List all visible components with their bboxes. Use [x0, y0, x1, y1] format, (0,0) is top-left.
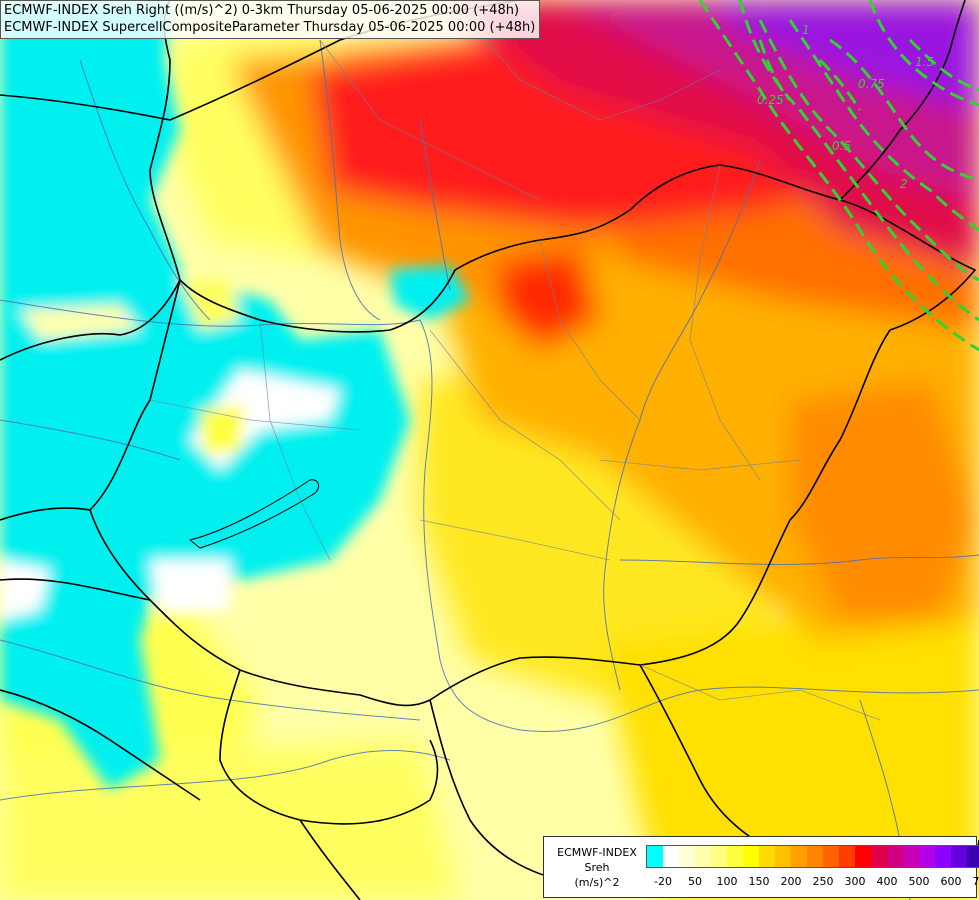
- legend-ticks: -20 50 100 150 200 250 300 400 500 600 700: [646, 875, 979, 889]
- legend-tick-label: 600: [940, 875, 962, 888]
- river-inn: [0, 419, 181, 461]
- lake-balaton: [188, 479, 319, 549]
- title-line-srh: ECMWF-INDEX Sreh Right ((m/s)^2) 0-3km T…: [4, 3, 520, 18]
- scp-contour-labels: 0.25 0.5 0.75 1 1.5 2: [757, 23, 934, 191]
- border-bosnia: [0, 689, 201, 801]
- scp-contour-label: 0.25: [757, 93, 784, 107]
- legend-swatch: [695, 846, 711, 867]
- border-slovenia: [0, 507, 91, 521]
- field-white-patch-3: [0, 560, 50, 620]
- river-maros: [619, 554, 979, 565]
- map-title-box: ECMWF-INDEX Sreh Right ((m/s)^2) 0-3km T…: [0, 0, 541, 39]
- field-cyan-west: [0, 0, 410, 790]
- legend-swatch: [855, 846, 871, 867]
- legend-model: ECMWF-INDEX: [557, 846, 637, 859]
- legend-swatch: [935, 846, 951, 867]
- river-morava: [79, 59, 211, 321]
- scp-contour-label: 0.75: [858, 77, 885, 91]
- field-red-blob: [495, 250, 600, 350]
- scp-contour-2: [868, 0, 979, 107]
- legend-tick-label: 700: [972, 875, 979, 888]
- river-vah: [319, 39, 381, 321]
- field-white-patch-2: [150, 560, 230, 615]
- river-sava: [0, 750, 451, 801]
- border-hungary: [89, 164, 976, 707]
- scp-contour-label: 0.5: [832, 139, 851, 153]
- legend-swatch: [775, 846, 791, 867]
- scp-contour-3: [908, 38, 979, 92]
- river-danube: [0, 299, 979, 733]
- legend-tick-label: 50: [688, 875, 702, 888]
- legend-param: Sreh: [584, 861, 610, 874]
- legend-tick-label: 100: [716, 875, 738, 888]
- legend-swatch: [887, 846, 903, 867]
- legend-tick-label: 300: [844, 875, 866, 888]
- srh-low-field: [0, 0, 470, 790]
- border-montenegro: [299, 819, 361, 900]
- title-line-scp: ECMWF-INDEX SupercellCompositeParameter …: [4, 20, 536, 35]
- legend-swatch: [807, 846, 823, 867]
- legend-label: ECMWF-INDEX Sreh (m/s)^2: [548, 845, 646, 890]
- legend-swatch: [919, 846, 935, 867]
- legend-swatch: [839, 846, 855, 867]
- legend-swatch: [679, 846, 695, 867]
- legend-swatch: [759, 846, 775, 867]
- scp-contour-label: 1: [802, 23, 810, 37]
- legend-tick-label: 200: [780, 875, 802, 888]
- field-purple-ne: [700, 0, 979, 110]
- field-yellow-e: [600, 600, 979, 900]
- border-ukraine: [839, 0, 966, 201]
- field-yellow-spot-1: [20, 305, 140, 340]
- field-red-north: [310, 30, 860, 230]
- legend-swatch: [871, 846, 887, 867]
- legend-tick-label: -20: [654, 875, 672, 888]
- border-austria: [0, 0, 181, 361]
- legend-swatch: [743, 846, 759, 867]
- legend-tick-label: 250: [812, 875, 834, 888]
- field-yellow-spot-3: [200, 405, 245, 455]
- scp-contours: [698, 0, 979, 352]
- legend-swatch: [791, 846, 807, 867]
- colorbar-legend: ECMWF-INDEX Sreh (m/s)^2 -20 50 100 150 200 2…: [543, 836, 979, 898]
- legend-tick-label: 400: [876, 875, 898, 888]
- legend-swatch: [903, 846, 919, 867]
- scp-contour-05: [738, 0, 979, 322]
- legend-swatch: [663, 846, 679, 867]
- legend-swatch: [727, 846, 743, 867]
- legend-swatch: [823, 846, 839, 867]
- legend-tick-label: 500: [908, 875, 930, 888]
- field-yellow-s: [0, 740, 460, 900]
- scp-contour-075: [758, 19, 979, 282]
- field-orange-east: [790, 380, 979, 620]
- legend-unit: (m/s)^2: [574, 876, 620, 889]
- regional-boundaries: [149, 9, 881, 721]
- scp-contour-1: [788, 19, 979, 232]
- scp-contour-15: [829, 38, 979, 182]
- legend-swatch: [967, 846, 979, 867]
- scp-contour-label: 1.5: [915, 55, 934, 69]
- legend-swatch: [647, 846, 663, 867]
- scp-contour-label: 2: [900, 177, 908, 191]
- legend-swatch: [711, 846, 727, 867]
- scp-contour-025: [698, 0, 979, 352]
- scp-contour-4: [758, 39, 862, 111]
- legend-tick-label: 150: [748, 875, 770, 888]
- legend-swatches: [646, 845, 979, 868]
- legend-swatch: [951, 846, 967, 867]
